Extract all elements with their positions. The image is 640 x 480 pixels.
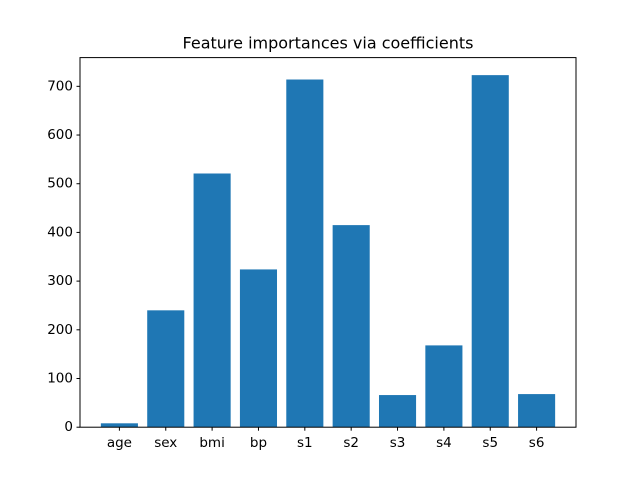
bar — [193, 173, 231, 428]
y-tick-label: 700 — [47, 78, 73, 94]
plot-frame — [79, 57, 577, 428]
y-tick-label: 600 — [47, 127, 73, 143]
bar — [378, 395, 417, 428]
bar — [332, 225, 370, 428]
x-tick-label: s4 — [436, 435, 452, 451]
x-tick-label: s5 — [482, 435, 498, 451]
bar — [425, 345, 463, 428]
bar — [471, 75, 509, 428]
bar — [286, 79, 324, 428]
bar — [147, 310, 185, 428]
y-tick-label: 0 — [64, 419, 73, 435]
x-tick-label: bp — [250, 435, 267, 451]
bar — [100, 423, 138, 428]
y-tick-label: 100 — [47, 371, 73, 387]
x-tick-label: s1 — [297, 435, 313, 451]
x-tick-label: age — [107, 435, 132, 451]
y-tick-label: 500 — [47, 176, 73, 192]
chart-title: Feature importances via coefficients — [183, 34, 474, 53]
x-tick-label: s3 — [390, 435, 406, 451]
bar — [239, 269, 278, 428]
x-tick-label: s2 — [343, 435, 359, 451]
y-tick-label: 400 — [47, 224, 73, 240]
x-tick-label: bmi — [199, 435, 224, 451]
y-tick-label: 300 — [47, 273, 73, 289]
y-tick-label: 200 — [47, 322, 73, 338]
x-tick-label: s6 — [529, 435, 545, 451]
x-tick-label: sex — [154, 435, 177, 451]
bar — [518, 394, 556, 428]
